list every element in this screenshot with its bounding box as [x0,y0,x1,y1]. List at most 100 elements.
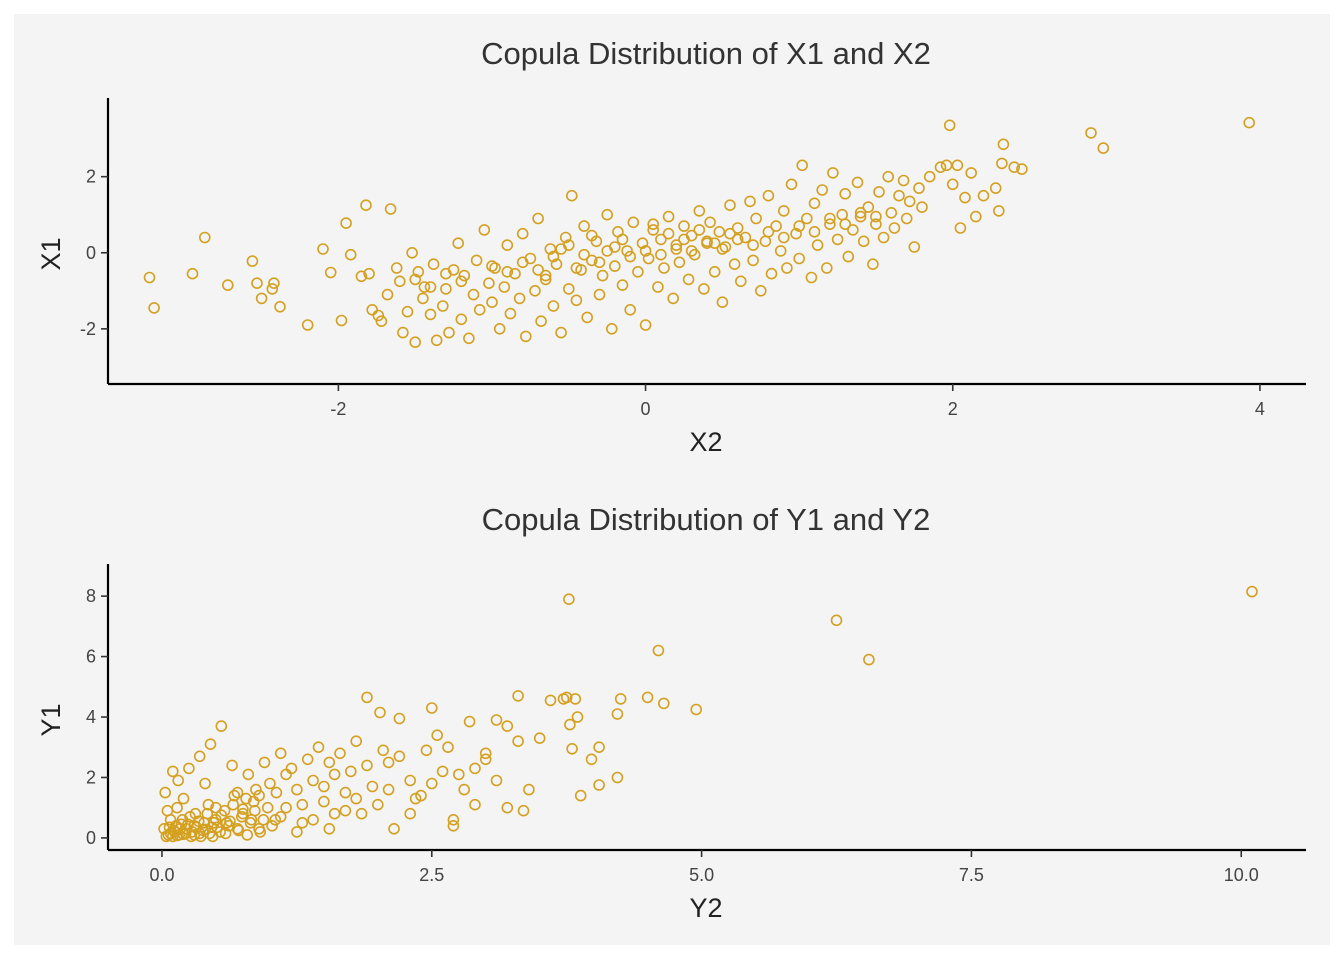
scatter-point [578,220,590,232]
scatter-point [355,807,368,820]
scatter-point [458,783,471,796]
scatter-point [647,224,660,236]
scatter-point [366,303,379,316]
scatter-point [523,783,535,796]
scatter-point [770,220,782,232]
scatter-point [486,260,498,272]
scatter-point [388,822,400,835]
scatter-point [251,277,263,290]
scatter-point [334,747,346,760]
scatter-point [539,269,552,282]
scatter-point [759,235,772,248]
axes: -2 0 2 4 -2 0 2 [80,98,1306,419]
scatter-point [867,258,879,270]
scatter-point [307,774,319,787]
scatter-point [655,233,667,246]
scatter-point [452,768,465,781]
x-tick-label: 4 [1255,399,1265,419]
scatter-point [159,786,171,799]
scatter-point [559,231,572,244]
scatter-point [611,708,624,720]
scatter-point [431,729,444,742]
scatter-point [183,762,195,775]
x-tick-label: 5.0 [689,865,714,885]
scatter-point [611,771,624,784]
scatter-point [564,718,576,731]
scatter-point [882,170,895,183]
scatter-point [215,720,228,732]
scatter-point [563,593,575,606]
scatter-point [647,218,660,230]
scatter-point [658,262,670,274]
y-tick-label: -2 [80,319,96,339]
scatter-point [800,212,813,225]
scatter-point [959,191,971,204]
scatter-point [532,264,544,276]
scatter-point [616,233,629,246]
scatter-point [469,762,481,775]
scatter-point [447,819,460,832]
scatter-point [206,830,219,843]
scatter-point [404,807,417,820]
scatter-point [608,260,621,272]
scatter-point [377,744,390,757]
x-axis-label: Y2 [689,893,722,923]
scatter-point [831,233,844,246]
scatter-point [624,250,637,263]
scatter-point [539,273,552,286]
scatter-point [202,798,215,811]
scatter-point [318,795,330,808]
scatter-point [678,233,690,246]
scatter-point [796,159,809,172]
scatter-point [442,741,454,754]
scatter-point [486,296,498,309]
scatter-point [713,226,726,238]
scatter-point [621,245,633,257]
scatter-point [827,167,839,179]
scatter-point [903,195,916,208]
scatter-point [565,189,578,202]
scatter-point [747,254,759,267]
scatter-point [143,271,156,284]
x-tick-label: 2 [948,399,958,419]
scatter-point [417,292,429,305]
scatter-point [728,258,741,270]
scatter-point [593,779,605,791]
scatter-point [585,229,598,242]
scatter-point [1097,142,1110,154]
scatter-point [824,212,836,225]
x-tick-label: 10.0 [1224,865,1259,885]
scatter-point [678,220,690,232]
scatter-point [406,247,418,259]
scatter-point [951,159,964,172]
scatter-point [409,792,422,805]
scatter-point [390,262,403,274]
scatter-point [593,741,605,754]
scatter-point [847,224,859,236]
scatter-point [512,735,524,748]
scatter-point [805,271,818,284]
scatter-point [246,255,259,267]
scatter-point [266,819,278,832]
scatter-point [842,250,855,263]
scatter-point [323,756,336,769]
scatter-point [361,691,373,704]
chart-canvas: Copula Distribution of X1 and X2 X2 X1 -… [14,14,1330,945]
scatter-point [682,273,695,286]
scatter-point [280,768,292,781]
scatter-point [241,829,253,841]
scatter-point [274,747,287,760]
scatter-point [562,283,575,295]
scatter-point [301,319,314,331]
scatter-point [478,224,491,236]
scatter-point [793,252,806,265]
scatter-point [409,273,422,286]
scatter-point [946,178,959,191]
scatter-point [266,283,279,295]
scatter-point [997,138,1010,151]
scatter-point [593,288,606,301]
scatter-point [203,827,216,840]
chart-title: Copula Distribution of Y1 and Y2 [482,502,931,537]
scatter-point [192,815,205,828]
scatter-point [744,195,756,208]
